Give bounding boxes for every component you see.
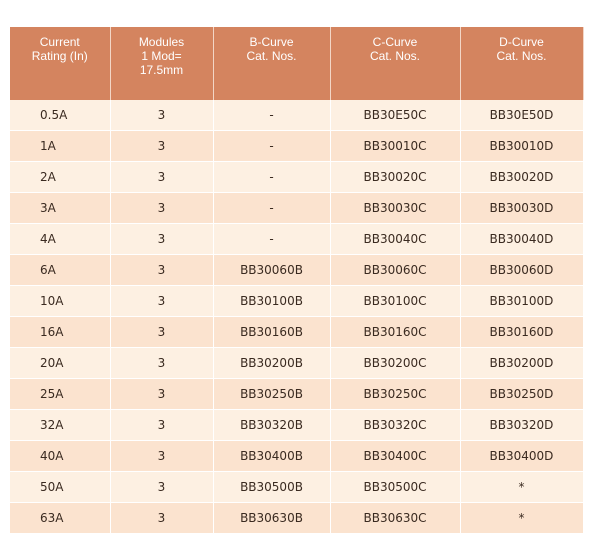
table-row: 50A 3 BB30500B BB30500C * xyxy=(10,471,584,503)
table-cell: BB30160C xyxy=(330,316,461,348)
header-cell: Modules 1 Mod= 17.5mm xyxy=(110,27,214,100)
table-cell: 3 xyxy=(110,223,214,255)
table-cell: 3 xyxy=(110,316,214,348)
table-cell: 2A xyxy=(10,161,111,193)
table-row: 4A 3- BB30040C BB30040D xyxy=(10,223,584,255)
table: Current Rating (In) Modules 1 Mod= 17.5mm… xyxy=(10,27,584,534)
table-row: 16A 3 BB30160B BB30160C BB30160D xyxy=(10,316,584,348)
table-cell: 1A xyxy=(10,130,111,162)
table-row: 20A 3 BB30200B BB30200C BB30200D xyxy=(10,347,584,379)
table-cell: BB30020C xyxy=(330,161,461,193)
table-cell: BB30200B xyxy=(213,347,331,379)
table-cell: 3 xyxy=(110,285,214,317)
table-row: 25A 3 BB30250B BB30250C BB30250D xyxy=(10,378,584,410)
table-cell: 4A xyxy=(10,223,111,255)
table-cell: BB30030C xyxy=(330,192,461,224)
table-cell: 25A xyxy=(10,378,111,410)
table-body: 0.5A 3- BB30E50C BB30E50D 1A 3- BB30010C BB3001… xyxy=(10,100,584,534)
table-cell: BB30060D xyxy=(460,254,584,286)
table-row: 40A 3 BB30400B BB30400C BB30400D xyxy=(10,440,584,472)
table-cell: BB30160B xyxy=(213,316,331,348)
table-cell: BB30100B xyxy=(213,285,331,317)
table-cell: - xyxy=(213,223,331,255)
table-cell: 3 xyxy=(110,192,214,224)
table-row: 63A 3 BB30630B BB30630C * xyxy=(10,502,584,534)
table-cell: BB30250B xyxy=(213,378,331,410)
table-cell: - xyxy=(213,100,331,131)
table-cell: 40A xyxy=(10,440,111,472)
table-cell: BB30400C xyxy=(330,440,461,472)
table-cell: - xyxy=(213,192,331,224)
table-cell: 10A xyxy=(10,285,111,317)
table-cell: BB30500C xyxy=(330,471,461,503)
table-cell: 3 xyxy=(110,161,214,193)
table-row: 3A 3- BB30030C BB30030D xyxy=(10,192,584,224)
table-cell: - xyxy=(213,161,331,193)
table-cell: BB30100C xyxy=(330,285,461,317)
header-cell: B-Curve Cat. Nos. xyxy=(213,27,331,100)
table-cell: BB30250C xyxy=(330,378,461,410)
table-cell: BB30E50D xyxy=(460,100,584,131)
table-cell: 32A xyxy=(10,409,111,441)
table-cell: 3 xyxy=(110,440,214,472)
table-cell: 3 xyxy=(110,347,214,379)
header-cell: C-Curve Cat. Nos. xyxy=(330,27,461,100)
table-cell: BB30200C xyxy=(330,347,461,379)
table-row: 32A 3 BB30320B BB30320C BB30320D xyxy=(10,409,584,441)
table-cell: BB30010D xyxy=(460,130,584,162)
header-row: Current Rating (In) Modules 1 Mod= 17.5mm… xyxy=(10,27,584,100)
table-cell: BB30010C xyxy=(330,130,461,162)
table-cell: BB30400B xyxy=(213,440,331,472)
table-cell: 3 xyxy=(110,130,214,162)
table-cell: BB30030D xyxy=(460,192,584,224)
table-cell: BB30060C xyxy=(330,254,461,286)
table-row: 10A 3 BB30100B BB30100C BB30100D xyxy=(10,285,584,317)
table-header: Current Rating (In) Modules 1 Mod= 17.5mm… xyxy=(10,27,584,100)
table-cell: BB30160D xyxy=(460,316,584,348)
table-cell: 3 xyxy=(110,254,214,286)
table-cell: * xyxy=(460,471,584,503)
table-cell: BB30200D xyxy=(460,347,584,379)
table-cell: 50A xyxy=(10,471,111,503)
header-cell: D-Curve Cat. Nos. xyxy=(460,27,584,100)
table-cell: BB30320C xyxy=(330,409,461,441)
table-cell: 3 xyxy=(110,100,214,131)
table-cell: BB30630B xyxy=(213,502,331,534)
table-cell: BB30060B xyxy=(213,254,331,286)
table-cell: 6A xyxy=(10,254,111,286)
table-cell: BB30500B xyxy=(213,471,331,503)
table-cell: 3A xyxy=(10,192,111,224)
table-cell: 63A xyxy=(10,502,111,534)
table-cell: BB30320D xyxy=(460,409,584,441)
table-cell: BB30250D xyxy=(460,378,584,410)
table-cell: - xyxy=(213,130,331,162)
table-cell: 16A xyxy=(10,316,111,348)
table-wrapper: Current Rating (In) Modules 1 Mod= 17.5mm… xyxy=(10,27,584,534)
table-row: 1A 3- BB30010C BB30010D xyxy=(10,130,584,162)
table-cell: 3 xyxy=(110,409,214,441)
table-cell: BB30320B xyxy=(213,409,331,441)
table-cell: BB30020D xyxy=(460,161,584,193)
table-row: 0.5A 3- BB30E50C BB30E50D xyxy=(10,100,584,131)
table-cell: 3 xyxy=(110,378,214,410)
table-cell: BB30E50C xyxy=(330,100,461,131)
table-cell: BB30040C xyxy=(330,223,461,255)
table-row: 2A 3- BB30020C BB30020D xyxy=(10,161,584,193)
header-cell: Current Rating (In) xyxy=(10,27,111,100)
table-row: 6A 3 BB30060B BB30060C BB30060D xyxy=(10,254,584,286)
table-cell: BB30630C xyxy=(330,502,461,534)
table-cell: 3 xyxy=(110,471,214,503)
table-cell: * xyxy=(460,502,584,534)
table-cell: BB30040D xyxy=(460,223,584,255)
table-cell: 3 xyxy=(110,502,214,534)
table-cell: BB30400D xyxy=(460,440,584,472)
table-cell: BB30100D xyxy=(460,285,584,317)
table-cell: 20A xyxy=(10,347,111,379)
table-cell: 0.5A xyxy=(10,100,111,131)
